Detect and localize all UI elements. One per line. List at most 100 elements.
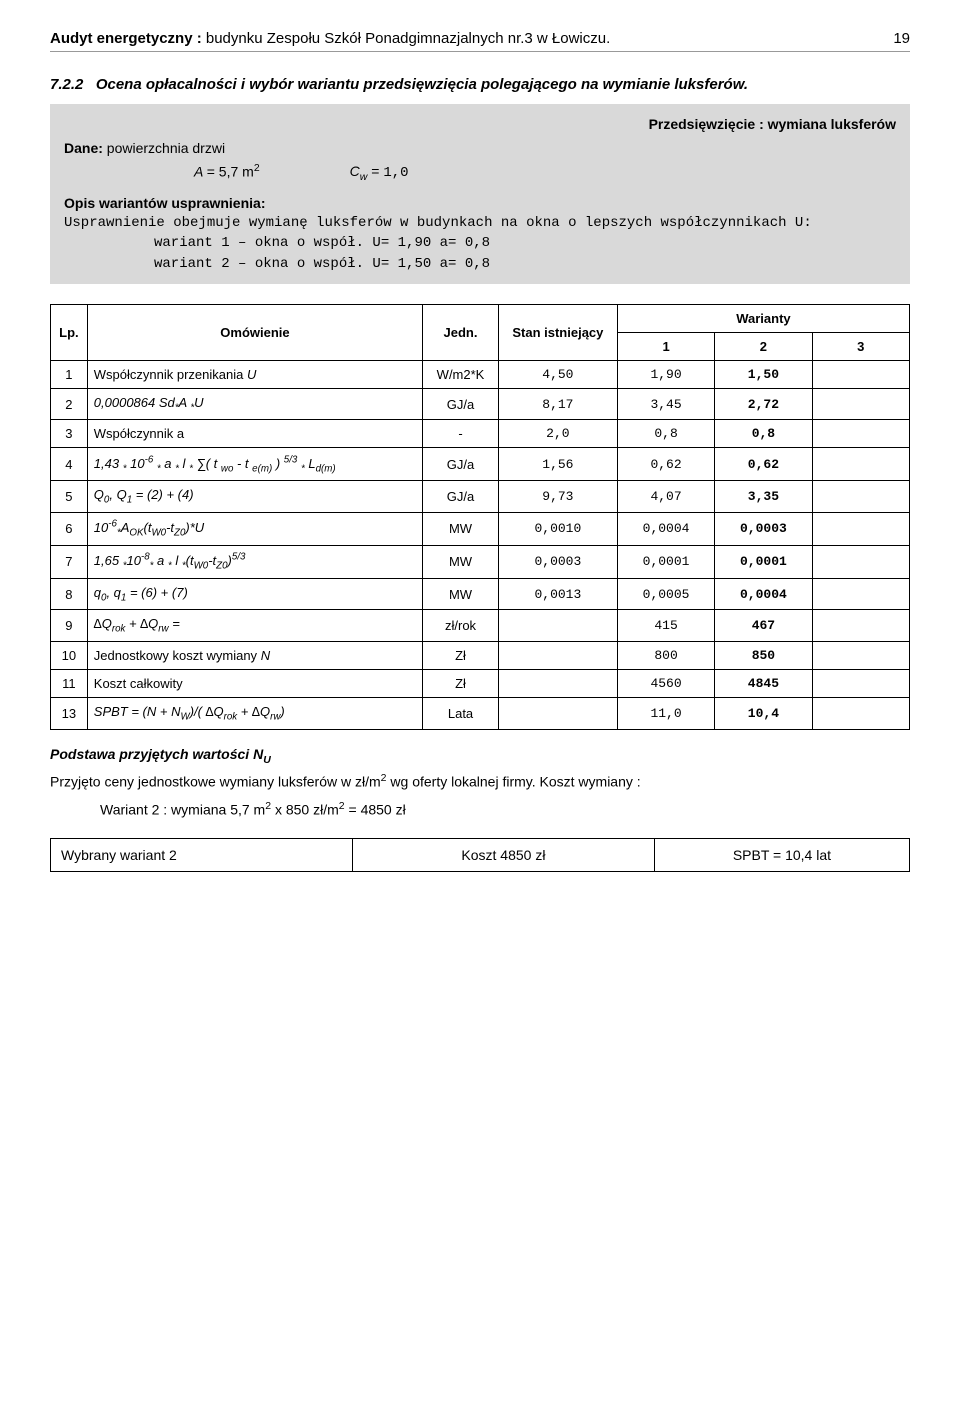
section-number: 7.2.2 (50, 76, 83, 93)
cell-stan (498, 697, 617, 729)
head-row-1: Lp. Omówienie Jedn. Stan istniejący Wari… (51, 304, 910, 332)
calc-table: Lp. Omówienie Jedn. Stan istniejący Wari… (50, 304, 910, 730)
wariant-1: wariant 1 – okna o współ. U= 1,90 a= 0,8 (154, 233, 896, 253)
dane-text: powierzchnia drzwi (103, 140, 225, 156)
footer-row: Wybrany wariant 2 Koszt 4850 zł SPBT = 1… (50, 838, 910, 872)
nu-heading: Podstawa przyjętych wartości NU (50, 746, 910, 766)
cell-war-1: 11,0 (617, 697, 714, 729)
cell-lp: 8 (51, 578, 88, 610)
doc-title: Audyt energetyczny : budynku Zespołu Szk… (50, 30, 610, 47)
th-om: Omówienie (87, 304, 422, 360)
formula-a-rhs: = 5,7 m (207, 163, 254, 179)
cell-war-1: 4560 (617, 669, 714, 697)
cell-war-2: 0,0003 (715, 512, 812, 545)
cell-war-2: 0,62 (715, 448, 812, 481)
cell-war-3 (812, 669, 909, 697)
cell-lp: 2 (51, 388, 88, 420)
cell-war-3 (812, 512, 909, 545)
th-w1: 1 (617, 332, 714, 360)
footer-col-1: Wybrany wariant 2 (51, 839, 353, 871)
header-row: Audyt energetyczny : budynku Zespołu Szk… (50, 30, 910, 52)
page: Audyt energetyczny : budynku Zespołu Szk… (0, 0, 960, 902)
cell-lp: 4 (51, 448, 88, 481)
cell-om: 1,43 * 10-6 * a * l * ∑( t wo - t e(m) )… (87, 448, 422, 481)
th-war: Warianty (617, 304, 909, 332)
th-lp: Lp. (51, 304, 88, 360)
cell-war-3 (812, 578, 909, 610)
nu-head-sub: U (263, 753, 271, 765)
cell-lp: 13 (51, 697, 88, 729)
nu-line-1: Przyjęto ceny jednostkowe wymiany luksfe… (50, 771, 910, 792)
formula-c-eq: = (367, 163, 383, 179)
parameters-box: Przedsięwzięcie : wymiana luksferów Dane… (50, 104, 910, 284)
cell-war-3 (812, 697, 909, 729)
nu-line1-b: wg oferty lokalnej firmy. Koszt wymiany … (387, 774, 641, 790)
cell-om: Jednostkowy koszt wymiany N (87, 641, 422, 669)
cell-war-3 (812, 420, 909, 448)
section-heading: 7.2.2 Ocena opłacalności i wybór wariant… (50, 76, 910, 94)
nu-line2-b: x 850 zł/m (271, 801, 339, 817)
cell-war-2: 2,72 (715, 388, 812, 420)
cell-war-2: 3,35 (715, 481, 812, 513)
table-head: Lp. Omówienie Jedn. Stan istniejący Wari… (51, 304, 910, 360)
cell-om: Koszt całkowity (87, 669, 422, 697)
cell-war-1: 0,8 (617, 420, 714, 448)
table-row: 610-6*AOK(tW0-tZ0)*UMW0,00100,00040,0003 (51, 512, 910, 545)
box-right-label: Przedsięwzięcie : wymiana luksferów (64, 114, 896, 134)
cell-war-2: 0,0004 (715, 578, 812, 610)
th-w2: 2 (715, 332, 812, 360)
cell-lp: 9 (51, 610, 88, 642)
cell-jed: GJ/a (423, 481, 499, 513)
cell-war-1: 1,90 (617, 360, 714, 388)
cell-jed: MW (423, 545, 499, 578)
opis-head: Opis wariantów usprawnienia: (64, 193, 896, 213)
formula-c: Cw = 1,0 (350, 161, 409, 185)
cell-jed: Zł (423, 669, 499, 697)
cell-stan: 4,50 (498, 360, 617, 388)
cell-war-1: 800 (617, 641, 714, 669)
cell-stan (498, 610, 617, 642)
table-row: 8q0, q1 = (6) + (7)MW0,00130,00050,0004 (51, 578, 910, 610)
formula-row: A = 5,7 m2 Cw = 1,0 (194, 161, 896, 185)
cell-stan (498, 669, 617, 697)
cell-om: 1,65 *10-8* a * l *(tW0-tZ0)5/3 (87, 545, 422, 578)
cell-stan: 8,17 (498, 388, 617, 420)
dane-line: Dane: powierzchnia drzwi (64, 138, 896, 158)
cell-war-2: 1,50 (715, 360, 812, 388)
cell-war-1: 0,62 (617, 448, 714, 481)
cell-om: q0, q1 = (6) + (7) (87, 578, 422, 610)
table-row: 13SPBT = (N + NW)/( ∆Qrok + ∆Qrw)Lata11,… (51, 697, 910, 729)
cell-jed: W/m2*K (423, 360, 499, 388)
table-row: 1Współczynnik przenikania UW/m2*K4,501,9… (51, 360, 910, 388)
cell-stan: 2,0 (498, 420, 617, 448)
table-row: 20,0000864 Sd*A *UGJ/a8,173,452,72 (51, 388, 910, 420)
footer-col-3: SPBT = 10,4 lat (655, 839, 909, 871)
cell-om: Współczynnik przenikania U (87, 360, 422, 388)
cell-war-3 (812, 388, 909, 420)
nu-line2-a: Wariant 2 : wymiana 5,7 m (100, 801, 265, 817)
cell-lp: 5 (51, 481, 88, 513)
cell-jed: Lata (423, 697, 499, 729)
cell-war-2: 0,8 (715, 420, 812, 448)
cell-war-1: 0,0001 (617, 545, 714, 578)
cell-war-3 (812, 545, 909, 578)
table-row: 5Q0, Q1 = (2) + (4)GJ/a9,734,073,35 (51, 481, 910, 513)
th-jed: Jedn. (423, 304, 499, 360)
cell-stan: 0,0013 (498, 578, 617, 610)
cell-stan: 0,0003 (498, 545, 617, 578)
formula-a: A = 5,7 m2 (194, 161, 260, 185)
footer-col-2: Koszt 4850 zł (353, 839, 655, 871)
cell-war-3 (812, 360, 909, 388)
table-row: 71,65 *10-8* a * l *(tW0-tZ0)5/3MW0,0003… (51, 545, 910, 578)
cell-stan: 1,56 (498, 448, 617, 481)
cell-lp: 11 (51, 669, 88, 697)
th-w3: 3 (812, 332, 909, 360)
cell-stan: 9,73 (498, 481, 617, 513)
cell-om: Q0, Q1 = (2) + (4) (87, 481, 422, 513)
dane-label: Dane: (64, 140, 103, 156)
opis-text: Usprawnienie obejmuje wymianę luksferów … (64, 213, 896, 233)
cell-jed: Zł (423, 641, 499, 669)
cell-jed: zł/rok (423, 610, 499, 642)
title-prefix: Audyt energetyczny : (50, 30, 206, 47)
cell-lp: 6 (51, 512, 88, 545)
